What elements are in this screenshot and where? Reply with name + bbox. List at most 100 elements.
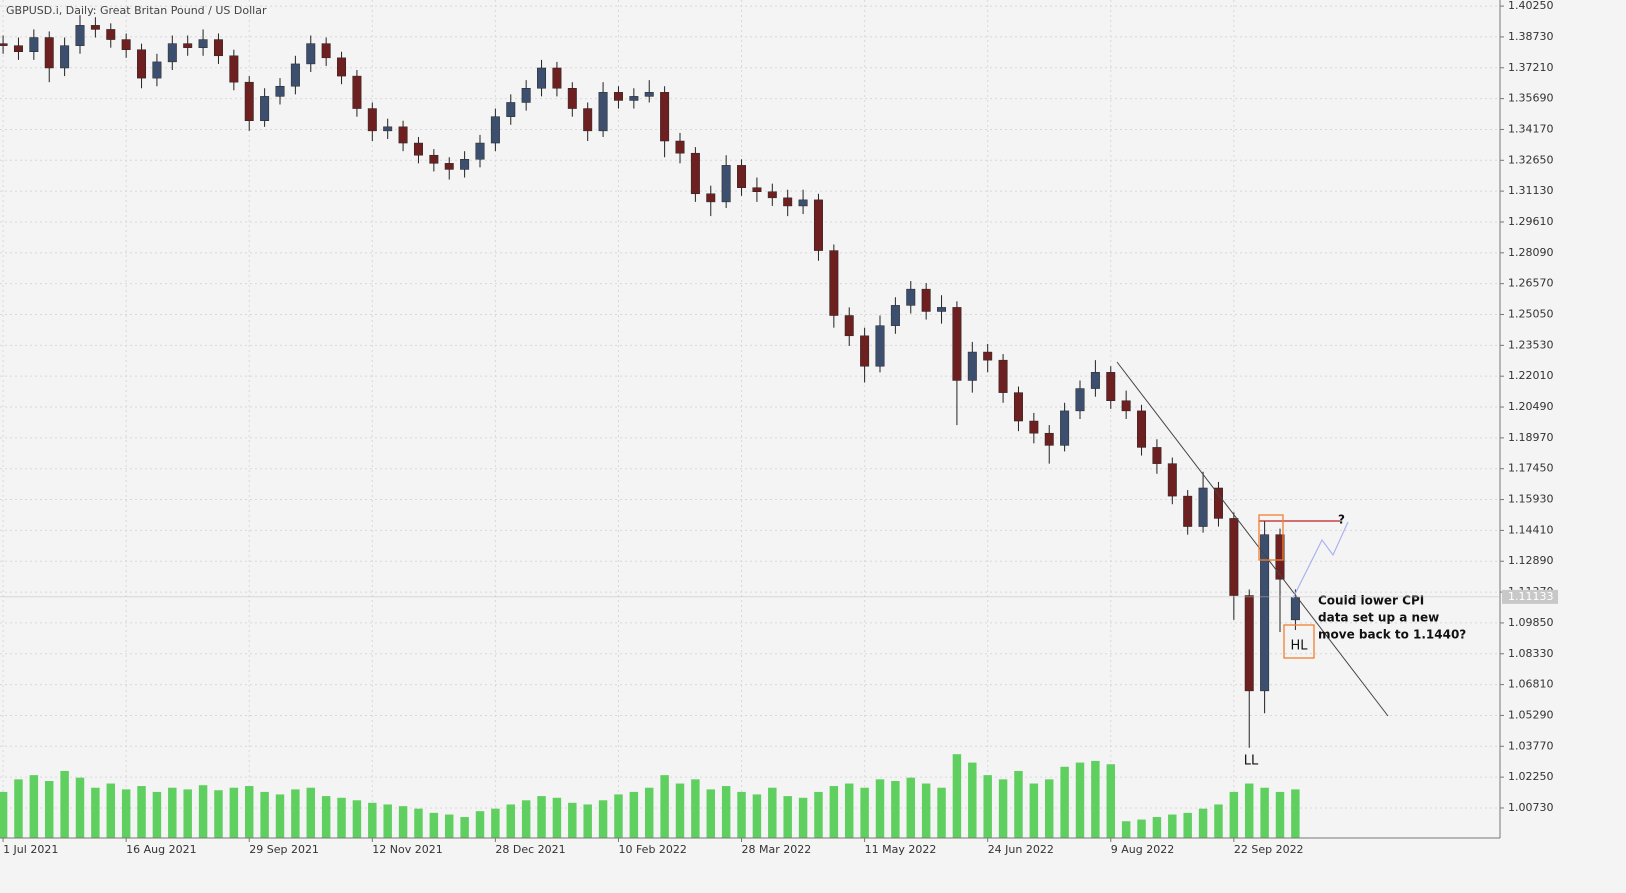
volume-bar: [568, 802, 577, 838]
y-tick-label: 1.38730: [1508, 30, 1554, 43]
y-tick-label: 1.35690: [1508, 92, 1554, 105]
volume-bar: [198, 785, 208, 838]
candle-body: [675, 140, 685, 154]
candle-body: [198, 39, 208, 48]
candle-body: [998, 359, 1008, 393]
volume-bar: [798, 797, 808, 838]
candle-body: [706, 193, 716, 203]
y-tick-label: 1.34170: [1508, 122, 1554, 135]
candle-body: [1029, 420, 1039, 434]
y-tick-label: 1.15930: [1508, 493, 1554, 506]
volume-bar: [1091, 760, 1100, 838]
volume-bar: [629, 791, 639, 838]
candle-body: [183, 43, 193, 48]
y-tick-label: 1.40250: [1508, 0, 1554, 12]
x-tick-label: 28 Mar 2022: [742, 843, 812, 856]
volume-bar: [506, 804, 515, 838]
candle-body: [106, 29, 116, 40]
candle-body: [337, 57, 347, 77]
volume-bar: [414, 808, 423, 838]
candle-body: [752, 187, 762, 192]
x-tick-label: 9 Aug 2022: [1111, 843, 1174, 856]
candle-body: [275, 85, 285, 97]
volume-bar: [1214, 804, 1223, 838]
y-tick-label: 1.29610: [1508, 215, 1554, 228]
volume-bar: [152, 791, 162, 838]
candle-body: [506, 102, 516, 117]
candle-body: [521, 88, 531, 103]
volume-bar: [660, 775, 669, 838]
candle-body: [244, 81, 254, 121]
candle-body: [0, 43, 8, 46]
y-tick-label: 1.03770: [1508, 739, 1554, 752]
hl-box: [1283, 624, 1315, 659]
volume-bar: [1152, 817, 1162, 838]
volume-bar: [891, 781, 900, 838]
volume-bar: [783, 796, 792, 838]
volume-bar: [445, 814, 454, 838]
candle-body: [613, 92, 623, 101]
candle-body: [767, 191, 777, 199]
annotation: HL: [1290, 639, 1308, 654]
volume-bar: [229, 787, 239, 838]
volume-bar: [952, 754, 962, 838]
volume-bar: [583, 804, 592, 838]
volume-bar: [106, 783, 115, 838]
volume-bar: [460, 817, 469, 838]
volume-bar: [1245, 783, 1254, 838]
volume-bar: [937, 787, 946, 838]
candle-body: [598, 92, 608, 132]
volume-bar: [368, 802, 377, 838]
volume-bar: [137, 786, 146, 838]
volume-bar: [1121, 821, 1131, 838]
candle-body: [152, 61, 162, 79]
y-tick-label: 1.25050: [1508, 308, 1554, 321]
candle-body: [937, 307, 947, 312]
x-tick-label: 16 Aug 2021: [126, 843, 196, 856]
volume-bar: [337, 797, 346, 838]
candle-body: [460, 159, 470, 170]
volume-bar: [45, 781, 54, 838]
candle-body: [429, 154, 439, 164]
last-price-label: 1.11133: [1508, 590, 1554, 603]
x-tick-label: 24 Jun 2022: [988, 843, 1054, 856]
volume-bar: [321, 796, 331, 838]
volume-bar: [1260, 787, 1269, 838]
y-tick-label: 1.26570: [1508, 277, 1554, 290]
candle-body: [367, 108, 377, 132]
candle-body: [13, 45, 23, 52]
candle-body: [137, 49, 147, 79]
volume-bar: [968, 762, 977, 838]
volume-bar: [1029, 783, 1039, 838]
y-tick-label: 1.20490: [1508, 400, 1554, 413]
volume-bar: [1106, 764, 1115, 838]
candle-body: [1183, 495, 1193, 527]
candle-body: [1260, 534, 1270, 692]
annotation: move back to 1.1440?: [1318, 628, 1466, 642]
y-tick-label: 1.06810: [1508, 678, 1554, 691]
volume-bar: [1291, 789, 1300, 838]
candle-body: [1290, 597, 1300, 621]
y-tick-label: 1.32650: [1508, 153, 1554, 166]
volume-bar: [214, 790, 223, 838]
volume-bar: [383, 804, 392, 838]
x-tick-label: 12 Nov 2021: [372, 843, 442, 856]
candles: [0, 15, 1300, 748]
x-tick-label: 22 Sep 2022: [1234, 843, 1304, 856]
volume-bar: [845, 783, 854, 838]
y-tick-label: 1.08330: [1508, 647, 1554, 660]
volume-bar: [29, 775, 39, 838]
annotation: data set up a new: [1318, 611, 1439, 625]
volume-bar: [521, 800, 531, 838]
y-tick-label: 1.14410: [1508, 523, 1554, 536]
candle-body: [629, 96, 639, 101]
candle-body: [906, 288, 916, 306]
trendline: [1116, 361, 1389, 717]
volume-bar: [537, 796, 546, 838]
plot-area: [0, 0, 1500, 838]
x-tick-label: 1 Jul 2021: [3, 843, 58, 856]
volume-bar: [14, 779, 23, 838]
candle-body: [1167, 463, 1177, 497]
candle-body: [260, 96, 270, 121]
candle-body: [1152, 447, 1162, 464]
